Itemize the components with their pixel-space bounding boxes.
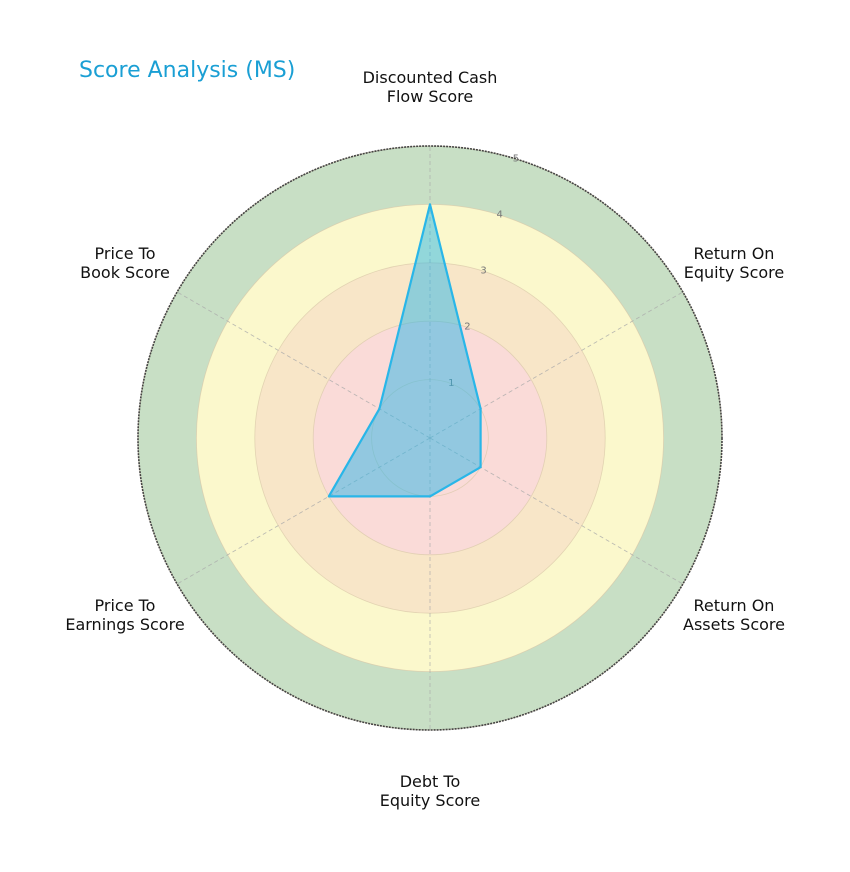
chart-title: Score Analysis (MS)	[79, 58, 296, 83]
axis-label-line: Return On	[693, 244, 775, 263]
series-polygon	[327, 203, 482, 498]
radial-tick-label: 3	[480, 266, 486, 277]
axis-label-roe: Return On Equity Score	[684, 244, 785, 282]
axis-label-line: Discounted Cash	[362, 68, 498, 87]
radial-tick-label: 5	[513, 153, 519, 164]
axis-label-line: Flow Score	[386, 87, 474, 106]
axis-label-line: Book Score	[80, 263, 170, 282]
axis-label-dte: Debt To Equity Score	[380, 772, 481, 810]
axis-label-roa: Return On Assets Score	[683, 596, 785, 634]
axis-label-line: Return On	[693, 596, 775, 615]
axis-label-line: Assets Score	[683, 615, 785, 634]
axis-label-line: Price To	[94, 596, 156, 615]
radial-tick-label: 4	[497, 209, 503, 220]
axis-label-line: Debt To	[399, 772, 461, 791]
axis-label-line: Earnings Score	[65, 615, 185, 634]
axis-label-line: Price To	[94, 244, 156, 263]
axis-label-pb: Price To Book Score	[80, 244, 170, 282]
radial-tick-label: 2	[464, 322, 470, 333]
axis-label-line: Equity Score	[683, 263, 785, 282]
axis-label-line: Equity Score	[379, 791, 481, 810]
axis-label-pe: Price To Earnings Score	[65, 596, 184, 634]
outer-border	[137, 145, 723, 731]
axis-label-dcf: Discounted Cash Flow Score	[363, 68, 498, 106]
